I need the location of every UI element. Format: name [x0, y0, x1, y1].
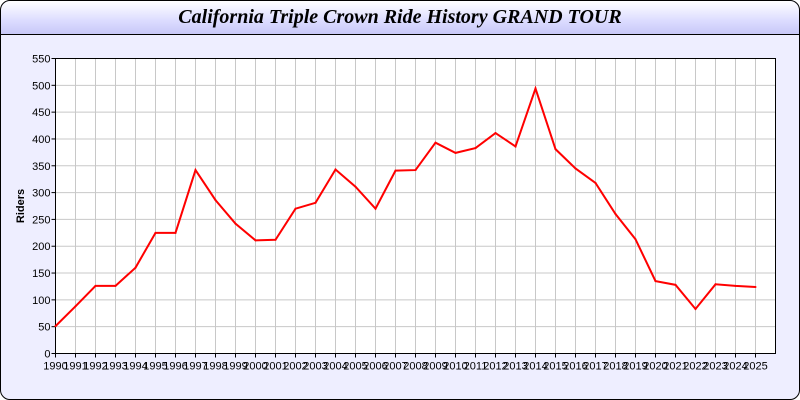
- x-tick-label: 1993: [103, 361, 127, 373]
- data-point: [374, 207, 377, 210]
- data-point: [694, 307, 697, 310]
- data-point: [114, 284, 117, 287]
- data-point: [334, 168, 337, 171]
- data-point: [754, 285, 757, 288]
- x-tick-label: 2024: [723, 361, 747, 373]
- x-tick-label: 2006: [363, 361, 387, 373]
- x-tick-label: 2021: [663, 361, 687, 373]
- x-tick-label: 2023: [703, 361, 727, 373]
- data-point: [214, 199, 217, 202]
- data-point: [634, 238, 637, 241]
- x-tick-label: 2002: [283, 361, 307, 373]
- x-tick-label: 2003: [303, 361, 327, 373]
- x-tick-label: 2007: [383, 361, 407, 373]
- data-point: [594, 181, 597, 184]
- data-point: [574, 167, 577, 170]
- data-point: [394, 169, 397, 172]
- data-point: [434, 141, 437, 144]
- y-tick-label: 200: [32, 241, 50, 253]
- data-point: [94, 284, 97, 287]
- data-point: [54, 325, 57, 328]
- chart-title: California Triple Crown Ride History GRA…: [178, 6, 622, 28]
- data-point: [674, 283, 677, 286]
- x-tick-label: 2009: [423, 361, 447, 373]
- series-line: [54, 85, 756, 327]
- y-tick-label: 50: [38, 322, 50, 334]
- x-tick-label: 2004: [323, 361, 347, 373]
- data-point: [194, 169, 197, 172]
- data-point: [314, 201, 317, 204]
- x-tick-label: 1992: [83, 361, 107, 373]
- data-point: [554, 148, 557, 151]
- data-point: [254, 239, 257, 242]
- data-point: [354, 185, 357, 188]
- x-tick-label: 1994: [123, 361, 147, 373]
- x-tick-label: 1995: [143, 361, 167, 373]
- y-tick-label: 300: [32, 188, 50, 200]
- x-tick-label: 2013: [503, 361, 527, 373]
- data-point: [614, 213, 617, 216]
- data-point: [474, 147, 477, 150]
- y-tick-label: 400: [32, 134, 50, 146]
- x-tick-label: 1990: [43, 361, 67, 373]
- x-tick-label: 2000: [243, 361, 267, 373]
- x-tick-label: 2011: [464, 361, 488, 373]
- data-point: [714, 283, 717, 286]
- data-point: [734, 284, 737, 287]
- x-tick-label: 2018: [603, 361, 627, 373]
- data-point: [74, 305, 77, 308]
- title-bar: California Triple Crown Ride History GRA…: [1, 1, 799, 35]
- x-tick-label: 2020: [643, 361, 667, 373]
- data-point: [654, 280, 657, 283]
- x-tick-label: 2008: [403, 361, 427, 373]
- y-tick-label: 550: [32, 54, 50, 66]
- data-point: [174, 231, 177, 234]
- x-tick-label: 2005: [343, 361, 367, 373]
- x-tick-label: 1991: [63, 361, 87, 373]
- x-tick-label: 1996: [163, 361, 187, 373]
- x-tick-label: 2025: [743, 361, 767, 373]
- data-point: [234, 222, 237, 225]
- plot-border: [55, 58, 776, 354]
- x-tick-label: 2014: [523, 361, 547, 373]
- data-point: [494, 132, 497, 135]
- y-axis-label: Riders: [15, 189, 27, 223]
- x-tick-label: 2015: [543, 361, 567, 373]
- data-point: [134, 266, 137, 269]
- data-point: [154, 231, 157, 234]
- x-tick-label: 2012: [483, 361, 507, 373]
- y-tick-label: 500: [32, 80, 50, 92]
- y-tick-label: 350: [32, 161, 50, 173]
- x-tick-label: 2010: [443, 361, 467, 373]
- y-tick-label: 250: [32, 214, 50, 226]
- x-tick-label: 1999: [223, 361, 247, 373]
- x-tick-label: 2019: [623, 361, 647, 373]
- y-tick-label: 100: [32, 295, 50, 307]
- x-tick-label: 2001: [263, 361, 287, 373]
- data-point: [294, 207, 297, 210]
- y-tick-label: 450: [32, 107, 50, 119]
- x-tick-label: 1997: [183, 361, 207, 373]
- data-point: [534, 87, 537, 90]
- data-point: [414, 169, 417, 172]
- x-tick-label: 2022: [683, 361, 707, 373]
- y-tick-label: 150: [32, 268, 50, 280]
- data-point: [514, 145, 517, 148]
- x-tick-label: 2017: [583, 361, 607, 373]
- y-tick-label: 0: [44, 349, 50, 361]
- data-point: [454, 151, 457, 154]
- data-point: [274, 238, 277, 241]
- x-tick-label: 1998: [203, 361, 227, 373]
- x-tick-label: 2016: [563, 361, 587, 373]
